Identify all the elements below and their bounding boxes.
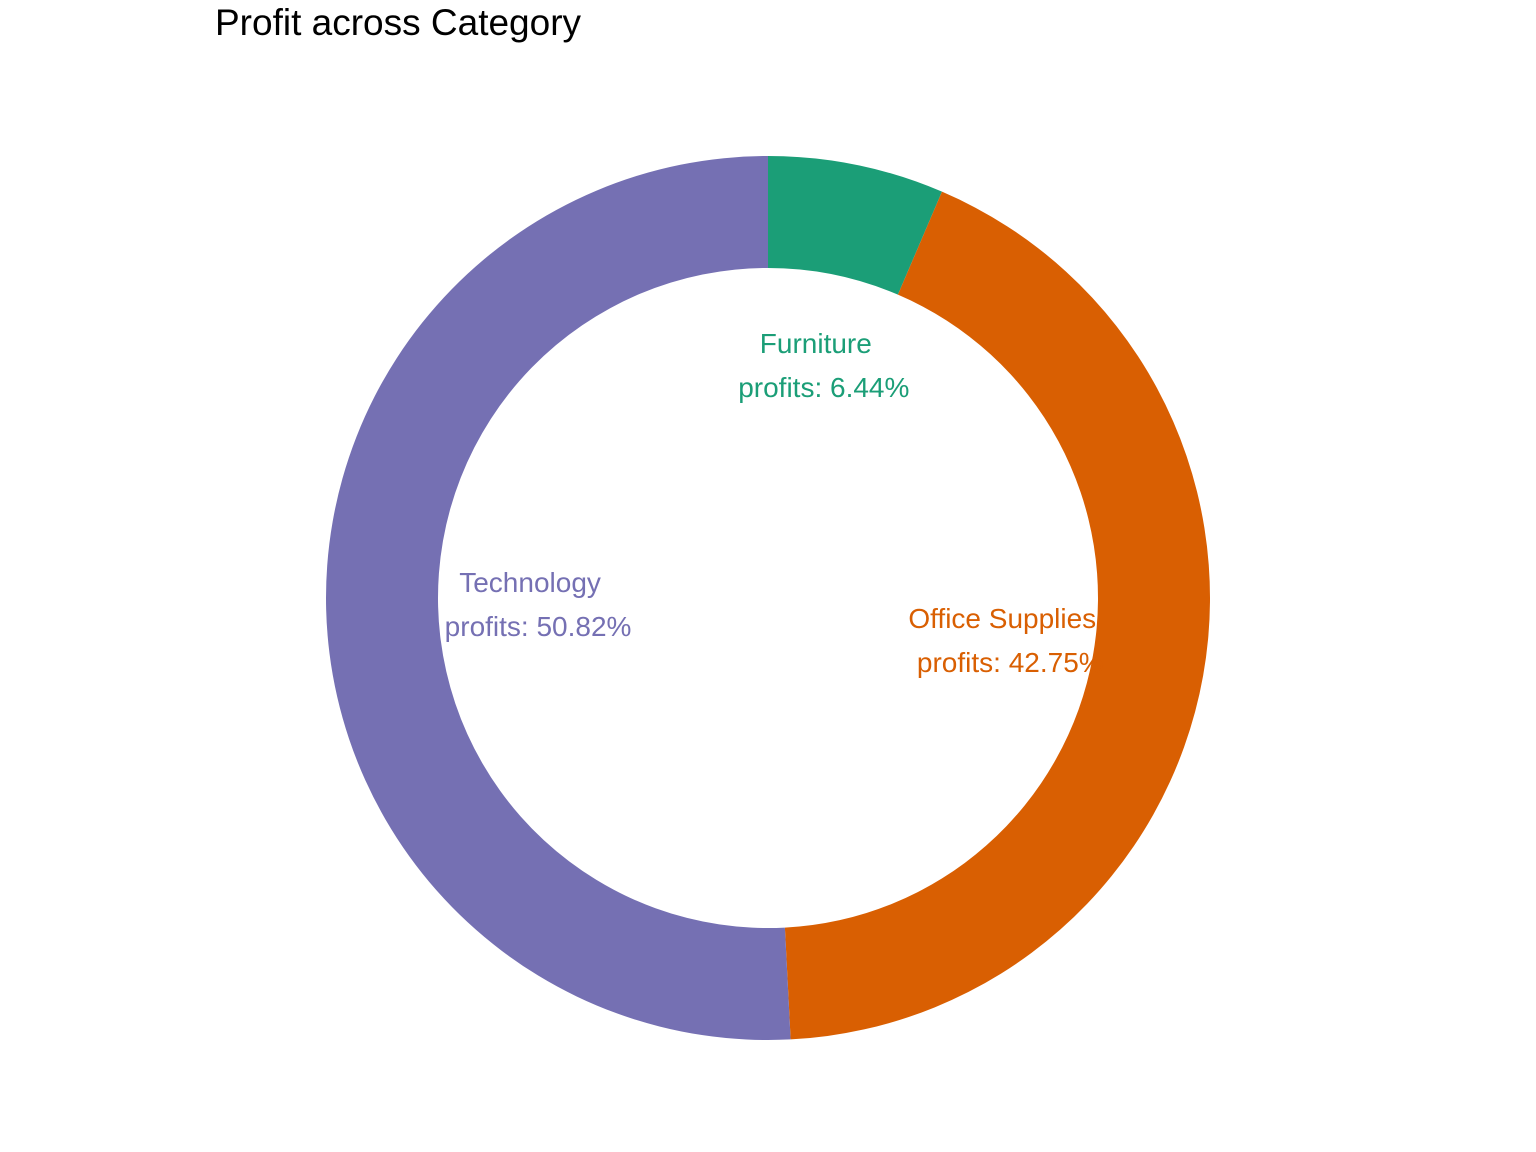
slice-label-office-supplies: Office Supplies profits: 42.75%	[908, 603, 1103, 678]
slice-labels: Furniture profits: 6.44% Office Supplies pr…	[445, 328, 1104, 678]
slice-label-value: profits: 6.44%	[738, 372, 909, 403]
slice-label-category: Technology	[459, 567, 601, 598]
chart-title: Profit across Category	[215, 2, 582, 43]
slice-office-supplies	[784, 191, 1211, 1040]
donut-slices	[326, 156, 1211, 1040]
slice-label-technology: Technology profits: 50.82%	[445, 567, 632, 642]
slice-technology	[326, 156, 791, 1040]
slice-furniture	[768, 156, 942, 295]
slice-label-furniture: Furniture profits: 6.44%	[738, 328, 909, 403]
slice-label-category: Furniture	[760, 328, 872, 359]
slice-label-value: profits: 50.82%	[445, 611, 632, 642]
slice-label-value: profits: 42.75%	[917, 647, 1104, 678]
slice-label-category: Office Supplies	[908, 603, 1096, 634]
